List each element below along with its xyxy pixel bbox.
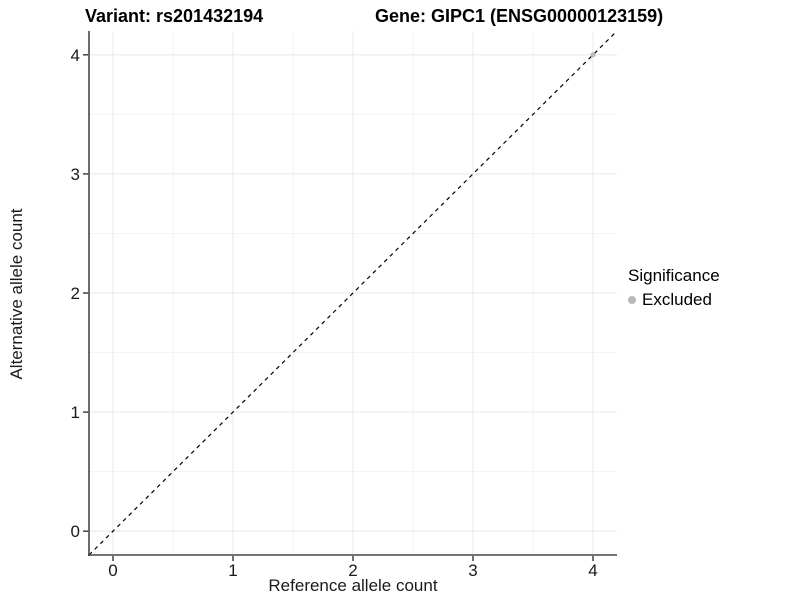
x-tick-label: 2: [348, 561, 357, 580]
legend-item-label: Excluded: [642, 290, 712, 309]
x-tick-label: 0: [108, 561, 117, 580]
y-tick-label: 3: [71, 165, 80, 184]
x-tick-label: 1: [228, 561, 237, 580]
y-axis-title: Alternative allele count: [7, 208, 26, 380]
data-point: [590, 52, 596, 58]
x-axis-title: Reference allele count: [268, 576, 438, 595]
y-tick-label: 1: [71, 403, 80, 422]
x-tick-label: 3: [468, 561, 477, 580]
y-tick-label: 4: [71, 46, 80, 65]
legend-title: Significance: [628, 266, 720, 285]
plot-title-gene: Gene: GIPC1 (ENSG00000123159): [375, 6, 664, 26]
plot-title-variant: Variant: rs201432194: [85, 6, 264, 26]
legend-key-dot-icon: [628, 296, 636, 304]
identity-dashed-line: [88, 30, 618, 556]
legend-item-excluded: Excluded: [628, 290, 720, 310]
y-tick-label: 2: [71, 284, 80, 303]
y-tick-label: 0: [71, 522, 80, 541]
x-tick-label: 4: [588, 561, 597, 580]
legend: Significance Excluded: [628, 266, 720, 310]
